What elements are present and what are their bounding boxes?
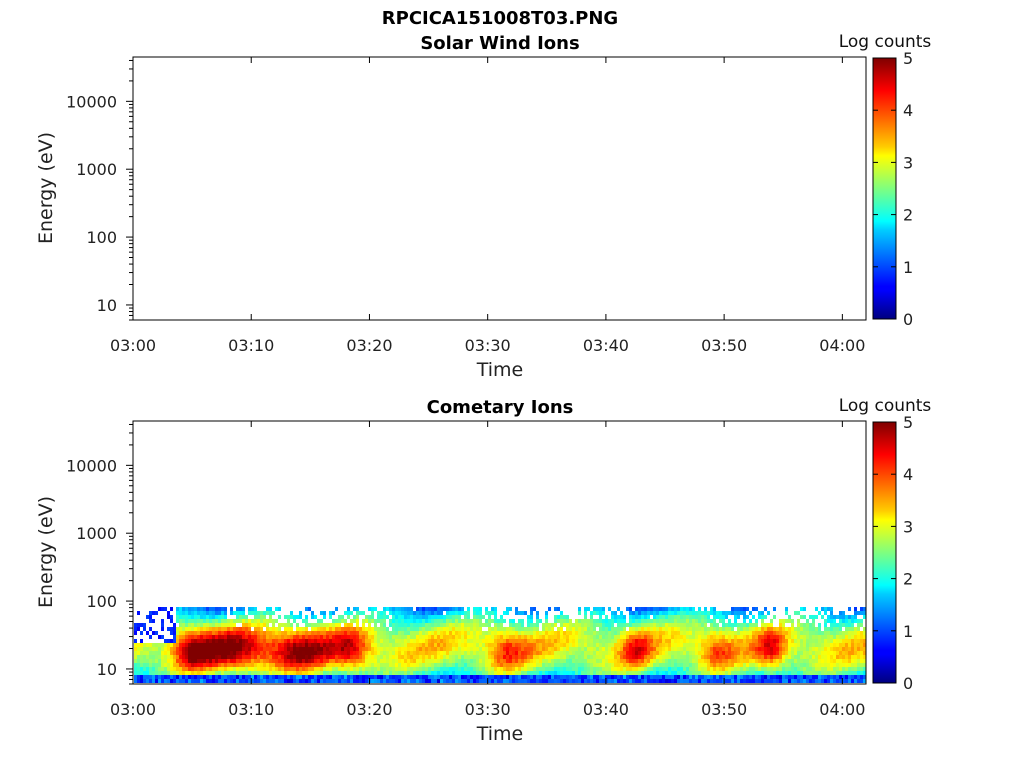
colorbar-tick-label: 0 — [903, 674, 913, 693]
y-tick-label: 10000 — [66, 456, 117, 475]
x-axis: 03:00 03:10 03:20 03:30 03:40 03:50 04:00 — [110, 57, 865, 355]
y-axis: 10 100 1000 10000 — [66, 59, 133, 321]
x-tick-label: 03:20 — [346, 700, 392, 719]
panel-title: Cometary Ions — [427, 397, 574, 418]
spectrogram-data — [134, 607, 866, 683]
colorbar-tick-label: 2 — [903, 570, 913, 589]
colorbar — [872, 57, 897, 320]
colorbar-tick-label: 5 — [903, 413, 913, 432]
colorbar-label: Log counts — [839, 32, 932, 52]
x-tick-label: 03:30 — [465, 336, 511, 355]
y-tick-label: 10 — [97, 660, 117, 679]
colorbar-tick-label: 1 — [903, 622, 913, 641]
y-tick-label: 100 — [86, 228, 117, 247]
colorbar-tick-label: 4 — [903, 465, 913, 484]
x-tick-label: 03:50 — [701, 336, 747, 355]
x-tick-label: 03:20 — [346, 336, 392, 355]
y-tick-label: 1000 — [76, 160, 117, 179]
x-tick-label: 03:10 — [228, 336, 274, 355]
colorbar-label: Log counts — [839, 396, 932, 416]
x-tick-label: 04:00 — [819, 700, 865, 719]
colorbar-ticks: 0 1 2 3 4 5 — [873, 413, 913, 693]
x-tick-label: 03:40 — [583, 336, 629, 355]
y-tick-label: 10 — [97, 296, 117, 315]
y-axis: 10 100 1000 10000 — [66, 423, 133, 685]
colorbar — [872, 421, 897, 684]
colorbar-tick-label: 4 — [903, 101, 913, 120]
plot-area — [132, 420, 867, 685]
x-tick-label: 03:00 — [110, 336, 156, 355]
x-axis-label: Time — [476, 359, 524, 381]
x-tick-label: 04:00 — [819, 336, 865, 355]
x-tick-label: 03:30 — [465, 700, 511, 719]
x-tick-label: 03:00 — [110, 700, 156, 719]
x-tick-label: 03:50 — [701, 700, 747, 719]
y-tick-label: 1000 — [76, 524, 117, 543]
colorbar-tick-label: 3 — [903, 517, 913, 536]
plot-area — [132, 56, 867, 321]
x-axis: 03:00 03:10 03:20 03:30 03:40 03:50 04:00 — [110, 421, 865, 719]
colorbar-tick-label: 5 — [903, 49, 913, 68]
colorbar-tick-label: 2 — [903, 206, 913, 225]
y-axis-label: Energy (eV) — [35, 496, 57, 608]
colorbar-tick-label: 3 — [903, 153, 913, 172]
colorbar-tick-label: 0 — [903, 310, 913, 329]
colorbar-ticks: 0 1 2 3 4 5 — [873, 49, 913, 329]
x-tick-label: 03:40 — [583, 700, 629, 719]
y-axis-label: Energy (eV) — [35, 132, 57, 244]
panel-title: Solar Wind Ions — [420, 33, 579, 54]
figure-title: RPCICA151008T03.PNG — [382, 8, 618, 29]
x-tick-label: 03:10 — [228, 700, 274, 719]
x-axis-label: Time — [476, 723, 524, 745]
colorbar-tick-label: 1 — [903, 258, 913, 277]
y-tick-label: 100 — [86, 592, 117, 611]
y-tick-label: 10000 — [66, 92, 117, 111]
